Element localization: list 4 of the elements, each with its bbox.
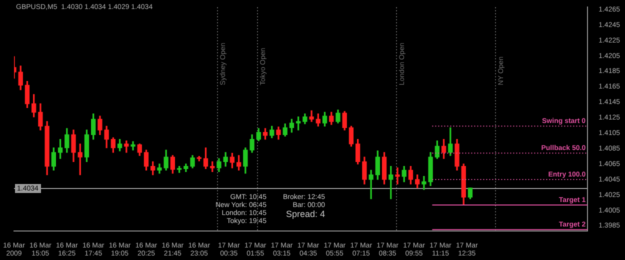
candlestick <box>395 168 400 184</box>
annotation: Spread: 4 <box>284 209 325 219</box>
candlestick <box>130 141 136 150</box>
candlestick <box>368 170 374 200</box>
